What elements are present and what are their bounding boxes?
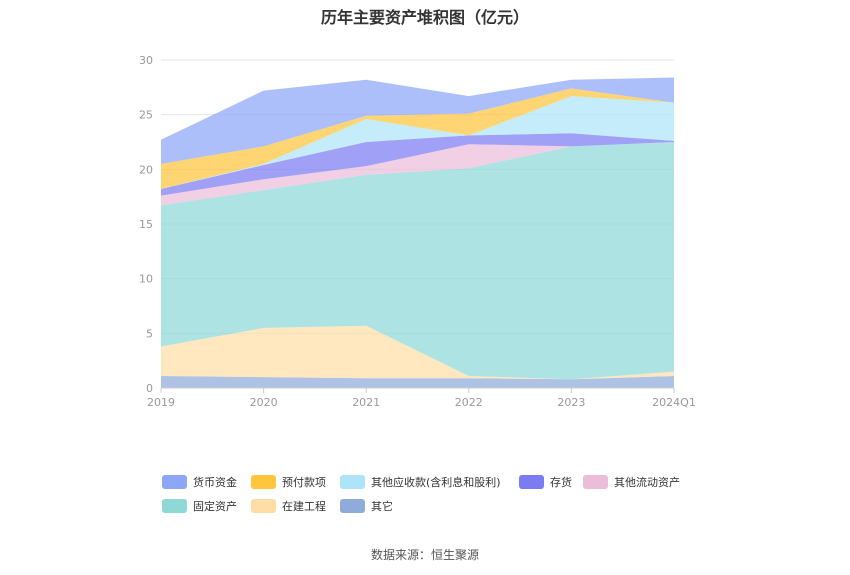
legend-item-预付款项[interactable]: 预付款项 [251,474,326,490]
legend-item-在建工程[interactable]: 在建工程 [251,498,326,514]
legend-swatch [583,475,608,489]
y-tick-label: 15 [139,218,153,231]
legend-item-其他应收款[interactable]: 其他应收款(含利息和股利) [340,474,501,490]
y-tick-label: 30 [139,54,153,67]
area-在建工程[interactable] [161,325,674,380]
legend-item-存货[interactable]: 存货 [519,474,572,490]
area-其他应收款(含利息和股利)[interactable] [161,96,674,189]
legend-label: 其他流动资产 [614,476,680,489]
legend-swatch [340,475,365,489]
legend-swatch [340,499,365,513]
legend-swatch [519,475,544,489]
legend-label: 存货 [550,476,572,489]
y-tick-label: 10 [139,273,153,286]
area-其它[interactable] [161,376,674,388]
area-固定资产[interactable] [161,142,674,380]
legend-swatch [251,499,276,513]
legend-item-其他流动资产[interactable]: 其他流动资产 [583,474,680,490]
legend-label: 货币资金 [193,476,237,489]
legend-item-其它[interactable]: 其它 [340,498,393,514]
legend-item-货币资金[interactable]: 货币资金 [162,474,237,490]
y-tick-label: 5 [146,327,153,340]
legend-swatch [162,475,187,489]
x-tick-label: 2023 [557,396,585,409]
legend-swatch [162,499,187,513]
area-预付款项[interactable] [161,88,674,189]
legend-label: 固定资产 [193,500,237,513]
legend-item-固定资产[interactable]: 固定资产 [162,498,237,514]
x-tick-label: 2020 [250,396,278,409]
x-tick-label: 2022 [455,396,483,409]
legend-label: 预付款项 [282,476,326,489]
x-tick-label: 2021 [352,396,380,409]
y-tick-label: 0 [146,382,153,395]
area-存货[interactable] [161,133,674,196]
legend-label: 其它 [371,500,393,513]
data-source: 数据来源：恒生聚源 [370,548,479,562]
y-tick-label: 20 [139,163,153,176]
chart-title: 历年主要资产堆积图（亿元） [320,8,529,27]
y-tick-label: 25 [139,109,153,122]
x-tick-label: 2024Q1 [652,396,696,409]
legend-swatch [251,475,276,489]
area-货币资金[interactable] [161,77,674,164]
legend-label: 在建工程 [282,500,326,513]
legend-label: 其他应收款(含利息和股利) [371,476,501,489]
x-tick-label: 2019 [147,396,175,409]
